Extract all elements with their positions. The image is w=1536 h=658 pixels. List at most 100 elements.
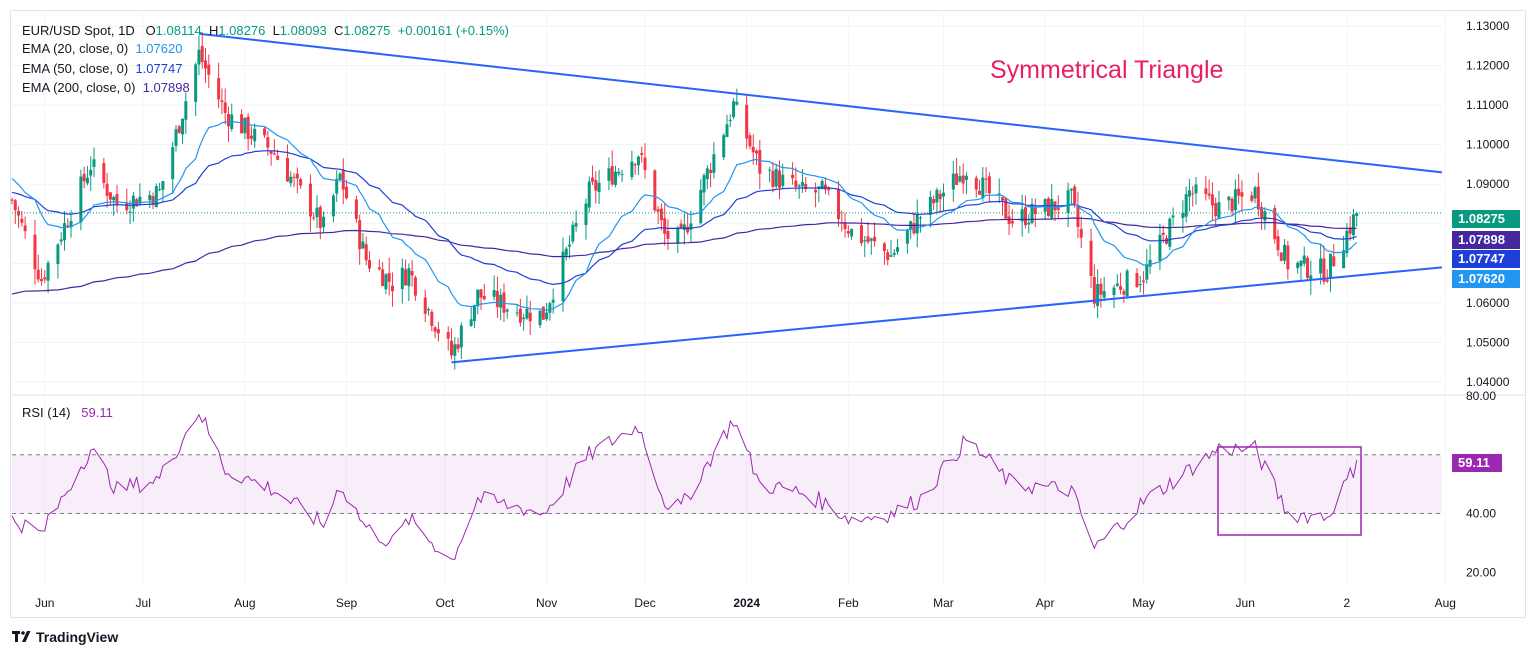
candle-body	[1345, 230, 1349, 254]
candle-body	[568, 244, 572, 247]
symbol-header[interactable]: EUR/USD Spot, 1D O1.08114 H1.08276 L1.08…	[22, 23, 509, 38]
ema50-legend[interactable]: EMA (50, close, 0) 1.07747	[22, 61, 182, 76]
candle-body	[322, 216, 326, 228]
candle-body	[112, 197, 116, 201]
candle-body	[1076, 205, 1080, 227]
tradingview-logo[interactable]: TradingView	[12, 629, 118, 645]
candle-body	[1210, 194, 1214, 206]
candle-body	[125, 202, 129, 211]
candle-body	[984, 178, 988, 180]
candle-body	[194, 64, 198, 102]
candle-body	[705, 168, 709, 180]
candle-body	[804, 183, 808, 190]
candle-body	[617, 171, 621, 174]
candle-body	[36, 269, 40, 280]
candle-body	[472, 304, 476, 322]
candle-body	[964, 175, 968, 180]
candle-body	[935, 189, 939, 203]
time-tick-label: Oct	[436, 596, 455, 610]
candle-body	[522, 317, 526, 320]
candle-body	[1355, 213, 1359, 217]
candle-body	[1279, 252, 1283, 261]
candle-body	[482, 296, 486, 300]
rsi-band-fill	[12, 454, 1442, 514]
candle-body	[131, 195, 135, 209]
candle-body	[1001, 197, 1005, 201]
candle-body	[177, 126, 181, 133]
candle-body	[1148, 259, 1152, 267]
candle-body	[226, 113, 230, 127]
ema20-label: EMA (20, close, 0)	[22, 41, 129, 56]
candle-body	[361, 241, 365, 249]
candle-body	[56, 244, 60, 264]
candle-body	[528, 312, 532, 322]
candle-body	[987, 176, 991, 194]
candle-body	[545, 312, 549, 320]
candle-body	[1342, 250, 1346, 269]
price-tick-label: 1.09000	[1466, 177, 1510, 191]
rsi-label: RSI (14)	[22, 405, 71, 420]
candle-body	[561, 251, 565, 302]
rsi-legend[interactable]: RSI (14) 59.11	[22, 405, 113, 420]
candle-body	[1299, 260, 1303, 267]
candle-body	[843, 223, 847, 230]
candle-body	[1325, 279, 1329, 282]
candle-body	[656, 209, 660, 212]
time-tick-label: 2	[1344, 596, 1351, 610]
candle-body	[774, 168, 778, 187]
rsi-tick-label: 20.00	[1466, 565, 1496, 579]
axes: 1.040001.050001.060001.070001.080001.090…	[12, 19, 1526, 610]
trendlines	[198, 32, 1443, 364]
candle-body	[584, 203, 588, 226]
candle-body	[663, 218, 667, 234]
candle-body	[564, 248, 568, 256]
candle-body	[794, 180, 798, 187]
candle-body	[961, 175, 965, 184]
candle-body	[430, 311, 434, 326]
candle-body	[1250, 195, 1254, 201]
ema200-legend[interactable]: EMA (200, close, 0) 1.07898	[22, 80, 190, 95]
candle-body	[338, 173, 342, 180]
last-price-tag: 1.08275	[1452, 210, 1520, 228]
candle-body	[797, 185, 801, 187]
candle-body	[335, 178, 339, 194]
candle-body	[69, 221, 73, 228]
candle-body	[951, 173, 955, 190]
time-tick-label: Jul	[136, 596, 151, 610]
candle-body	[630, 161, 634, 178]
candle-body	[1142, 280, 1146, 283]
candle-body	[364, 244, 368, 261]
candle-body	[689, 223, 693, 230]
candle-body	[223, 102, 227, 113]
candle-body	[377, 267, 381, 270]
candle-body	[1145, 264, 1149, 280]
candle-body	[138, 196, 142, 204]
candle-body	[587, 181, 591, 208]
candle-body	[295, 173, 299, 179]
candle-body	[1033, 207, 1037, 215]
candle-body	[115, 194, 119, 206]
candle-body	[331, 195, 335, 217]
candle-body	[354, 199, 358, 220]
candle-body	[246, 116, 250, 139]
ema50-label: EMA (50, close, 0)	[22, 61, 129, 76]
ema20-legend[interactable]: EMA (20, close, 0) 1.07620	[22, 41, 182, 56]
candle-body	[633, 164, 637, 166]
candle-body	[299, 179, 303, 186]
candle-body	[495, 290, 499, 308]
candle-body	[43, 277, 47, 280]
candle-body	[1115, 283, 1119, 286]
candle-body	[13, 200, 17, 211]
candle-body	[1007, 216, 1011, 224]
candle-body	[459, 325, 463, 348]
candle-body	[40, 279, 44, 282]
time-tick-label: Sep	[336, 596, 358, 610]
upper-trendline	[198, 32, 1443, 174]
candle-body	[882, 243, 886, 251]
ema50-price-tag: 1.07747	[1452, 250, 1520, 268]
candle-body	[758, 150, 762, 174]
candle-body	[525, 308, 529, 319]
candle-body	[728, 119, 732, 121]
candle-body	[610, 166, 614, 185]
